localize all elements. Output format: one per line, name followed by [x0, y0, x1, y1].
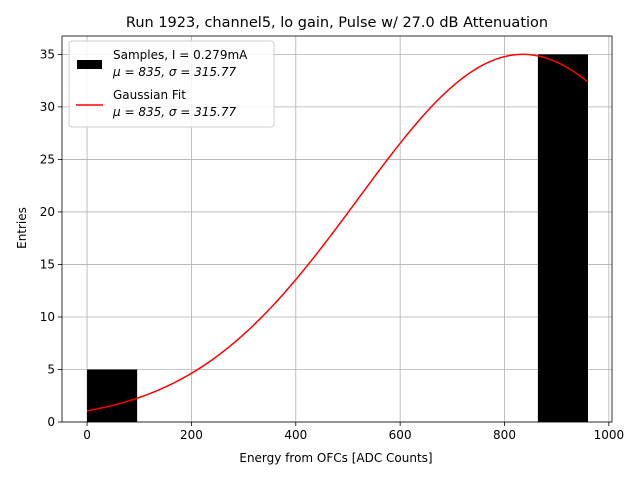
histogram-bar-0	[87, 369, 138, 422]
legend: Samples, I = 0.279mA μ = 835, σ = 315.77…	[68, 40, 275, 128]
x-tick-label: 800	[493, 428, 516, 442]
histogram-bars	[87, 54, 588, 422]
y-tick-label: 10	[40, 310, 55, 324]
x-tick-label: 1000	[594, 428, 625, 442]
legend-label-samples: Samples, I = 0.279mA	[113, 48, 248, 62]
y-tick-label: 15	[40, 257, 55, 271]
y-tick-label: 0	[47, 415, 55, 429]
chart-title: Run 1923, channel5, lo gain, Pulse w/ 27…	[126, 15, 548, 31]
x-axis-label: Energy from OFCs [ADC Counts]	[239, 451, 432, 465]
plot-frame	[61, 35, 613, 423]
y-tick-label: 25	[40, 152, 55, 166]
y-axis-label: Entries	[15, 207, 29, 249]
x-tick-label: 0	[83, 428, 91, 442]
legend-stats-samples: μ = 835, σ = 315.77	[112, 65, 236, 79]
y-axis-ticks: 0 5 10 15 20 25 30 35	[40, 47, 62, 429]
x-tick-label: 400	[284, 428, 307, 442]
legend-label-gaussian-fit: Gaussian Fit	[113, 88, 186, 102]
y-tick-label: 35	[40, 47, 55, 61]
x-tick-label: 200	[180, 428, 203, 442]
legend-stats-gaussian-fit: μ = 835, σ = 315.77	[112, 105, 236, 119]
y-tick-label: 5	[47, 362, 55, 376]
x-axis-ticks: 0 200 400 600 800 1000	[83, 422, 624, 442]
histogram-bar-9	[537, 54, 588, 422]
gaussian-fit-line	[86, 53, 589, 412]
y-tick-label: 20	[40, 205, 55, 219]
y-tick-label: 30	[40, 100, 55, 114]
legend-swatch-samples	[77, 60, 102, 69]
x-tick-label: 600	[389, 428, 412, 442]
legend-box	[68, 40, 275, 128]
